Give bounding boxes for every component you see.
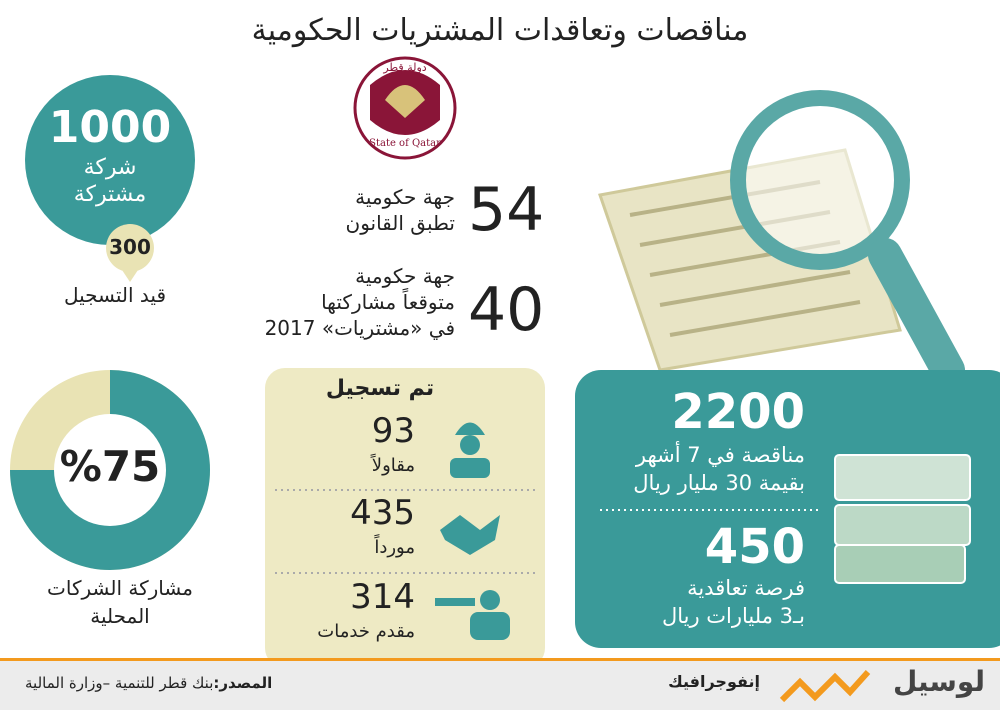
pending-pointer (122, 270, 138, 282)
registered-label: مقاولاً (371, 455, 415, 476)
emblem-arabic: دولة قطر (383, 61, 427, 74)
entity-number: 40 (468, 275, 545, 345)
brand-mark (779, 669, 871, 703)
entity-number: 54 (468, 175, 545, 245)
tender-number: 2200 (671, 384, 805, 440)
registered-number: 435 (350, 493, 415, 533)
entity-line: تطبق القانون (345, 211, 456, 235)
participation-label: %75 (59, 442, 161, 491)
pending-count: 300 (109, 235, 151, 259)
companies-line: شركة (83, 155, 137, 180)
tender-line: بقيمة 30 مليار ريال (633, 471, 805, 495)
registered-number: 93 (371, 411, 415, 451)
emblem-english: State of Qatar (369, 138, 441, 149)
title: مناقصات وتعاقدات المشتريات الحكومية (251, 13, 749, 48)
tender-number: 450 (704, 519, 805, 575)
entity-line: جهة حكومية (355, 185, 455, 209)
footer-bar (0, 661, 1000, 710)
magnifier-lens (730, 90, 910, 270)
emblem-dhow (385, 85, 425, 118)
magnifier-handle (868, 238, 965, 387)
section: إنفوجرافيك (668, 672, 760, 691)
donut-hole (54, 414, 166, 526)
tender-line: مناقصة في 7 أشهر (635, 443, 805, 467)
registered-number: 314 (350, 577, 415, 617)
companies-count: 1000 (48, 102, 172, 153)
entity-line: في «مشتريات» 2017 (264, 316, 455, 340)
money-stacks (834, 454, 971, 584)
registered-title: تم تسجيل (325, 376, 435, 401)
footer-rule (0, 658, 1000, 661)
registered-label: مقدم خدمات (317, 621, 415, 642)
source-text: بنك قطر للتنمية –وزارة المالية (25, 674, 214, 692)
pending-circle (106, 224, 154, 272)
icons (435, 422, 510, 640)
source: المصدر:بنك قطر للتنمية –وزارة المالية (25, 674, 273, 692)
entity-line: جهة حكومية (355, 264, 455, 288)
pending-label: قيد التسجيل (63, 283, 167, 307)
companies-line: مشتركة (73, 182, 147, 207)
registered-label: مورداً (374, 537, 415, 558)
entity-line: متوقعاً مشاركتها (321, 290, 455, 314)
companies-circle (25, 75, 195, 245)
tender-line: فرصة تعاقدية (687, 576, 805, 600)
source-label: المصدر: (213, 674, 273, 692)
brand: لوسيل (892, 665, 985, 698)
participation-line: مشاركة الشركات (47, 576, 193, 600)
participation-line: المحلية (90, 604, 150, 628)
tender-line: بـ3 مليارات ريال (661, 604, 805, 628)
